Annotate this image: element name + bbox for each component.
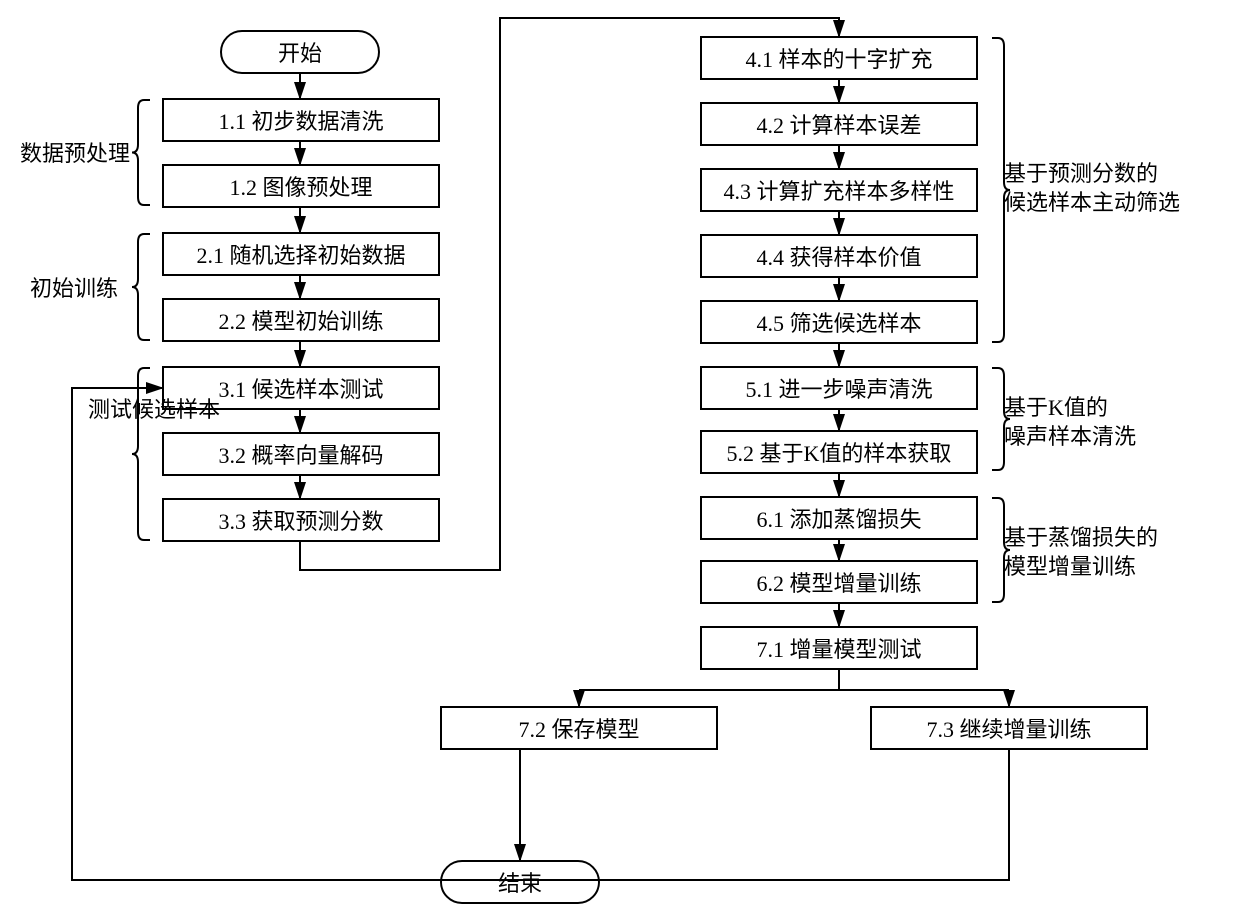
- group-label: 基于K值的 噪声样本清洗: [1004, 394, 1136, 451]
- group-label: 基于预测分数的 候选样本主动筛选: [1004, 160, 1180, 217]
- flow-box-start: 开始: [220, 30, 380, 74]
- group-label: 基于蒸馏损失的 模型增量训练: [1004, 524, 1158, 581]
- group-label: 初始训练: [30, 275, 118, 304]
- flow-box-4.4: 4.4 获得样本价值: [700, 234, 978, 278]
- flow-box-4.5: 4.5 筛选候选样本: [700, 300, 978, 344]
- flow-box-2.2: 2.2 模型初始训练: [162, 298, 440, 342]
- flow-box-7.1: 7.1 增量模型测试: [700, 626, 978, 670]
- flow-box-3.2: 3.2 概率向量解码: [162, 432, 440, 476]
- flow-box-7.3: 7.3 继续增量训练: [870, 706, 1148, 750]
- flow-box-1.1: 1.1 初步数据清洗: [162, 98, 440, 142]
- flow-box-6.1: 6.1 添加蒸馏损失: [700, 496, 978, 540]
- group-label: 数据预处理: [20, 140, 130, 169]
- flow-box-2.1: 2.1 随机选择初始数据: [162, 232, 440, 276]
- flow-box-1.2: 1.2 图像预处理: [162, 164, 440, 208]
- flow-box-4.3: 4.3 计算扩充样本多样性: [700, 168, 978, 212]
- flow-box-6.2: 6.2 模型增量训练: [700, 560, 978, 604]
- flow-box-5.1: 5.1 进一步噪声清洗: [700, 366, 978, 410]
- flow-box-4.2: 4.2 计算样本误差: [700, 102, 978, 146]
- flow-box-4.1: 4.1 样本的十字扩充: [700, 36, 978, 80]
- group-label: 测试候选样本: [88, 398, 116, 421]
- flow-box-end: 结束: [440, 860, 600, 904]
- flow-box-5.2: 5.2 基于K值的样本获取: [700, 430, 978, 474]
- flow-box-7.2: 7.2 保存模型: [440, 706, 718, 750]
- flow-box-3.3: 3.3 获取预测分数: [162, 498, 440, 542]
